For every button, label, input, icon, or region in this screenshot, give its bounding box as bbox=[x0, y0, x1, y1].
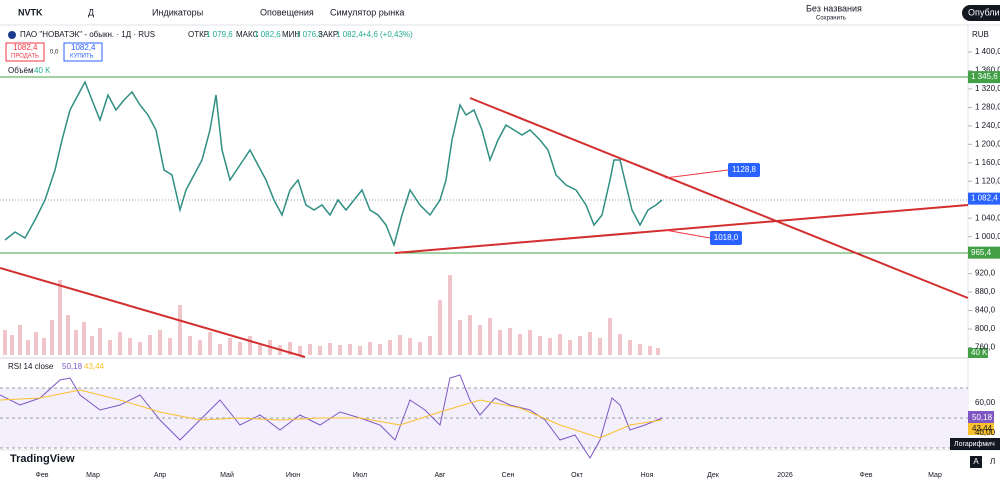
time-label: Мар bbox=[928, 472, 942, 479]
volume: 40 K bbox=[34, 66, 51, 75]
rsi-ma-value: 43,44 bbox=[84, 362, 105, 371]
time-label: Апр bbox=[154, 472, 166, 479]
volume-badge: 40 K bbox=[971, 348, 988, 357]
price-tick: 1 040,0 bbox=[975, 213, 1000, 222]
sell-price[interactable]: 1082,4 bbox=[13, 43, 38, 52]
change: +4,6 (+0,43%) bbox=[362, 30, 413, 39]
callout bbox=[710, 231, 742, 245]
price-tick: 880,0 bbox=[975, 287, 996, 296]
price-tick: 760,0 bbox=[975, 343, 996, 352]
callout bbox=[728, 163, 760, 177]
low: 1 076,8 bbox=[296, 30, 323, 39]
rsi-badge: 50,18 bbox=[972, 413, 993, 422]
buy[interactable]: КУПИТЬ bbox=[70, 54, 94, 60]
price-badge bbox=[968, 246, 1000, 259]
sell[interactable]: ПРОДАТЬ bbox=[11, 54, 39, 60]
price-badge-text: 965,4 bbox=[971, 248, 992, 257]
time-label: Авг bbox=[435, 472, 446, 479]
publish-btn[interactable] bbox=[962, 5, 1000, 21]
price-series bbox=[4, 80, 663, 248]
rsi-tick: 60,00 bbox=[975, 398, 996, 407]
symbol[interactable]: NVTK bbox=[18, 7, 43, 17]
publish[interactable]: Опубликовать bbox=[968, 7, 1000, 17]
price-tick: 1 280,0 bbox=[975, 103, 1000, 112]
rsi-line bbox=[0, 374, 663, 459]
save[interactable]: Сохранить bbox=[816, 16, 846, 22]
time-label: Июл bbox=[353, 472, 367, 479]
close: 1 082,4 bbox=[336, 30, 363, 39]
time-label: Дек bbox=[707, 472, 720, 479]
price-tick: 1 120,0 bbox=[975, 176, 1000, 185]
high-label: МАКС bbox=[236, 30, 259, 39]
price-tick: 1 200,0 bbox=[975, 139, 1000, 148]
time-label: Ноя bbox=[641, 472, 654, 479]
price-tick: 1 320,0 bbox=[975, 84, 1000, 93]
time-label: Окт bbox=[571, 472, 584, 479]
toolbar bbox=[0, 0, 1000, 25]
low-label: МИН bbox=[282, 30, 300, 39]
close-label: ЗАКР bbox=[318, 30, 338, 39]
time-label: Фев bbox=[36, 472, 49, 479]
auto-toggle[interactable]: A bbox=[973, 457, 979, 466]
interval[interactable]: Д bbox=[88, 7, 94, 17]
open-label: ОТКР bbox=[188, 30, 209, 39]
high: 1 082,6 bbox=[254, 30, 281, 39]
open: 1 079,6 bbox=[206, 30, 233, 39]
volume-bars bbox=[3, 275, 660, 355]
l-toggle[interactable]: Л bbox=[990, 457, 995, 466]
time-label: Мар bbox=[86, 472, 100, 479]
legend-title: ПАО "НОВАТЭК" - обыкн. · 1Д · RUS bbox=[20, 30, 155, 39]
price-tick: 920,0 bbox=[975, 269, 996, 278]
price-tick: 1 160,0 bbox=[975, 158, 1000, 167]
rsi-ma bbox=[0, 389, 663, 439]
callout-text: 1128,8 bbox=[732, 165, 756, 174]
time-label: Фев bbox=[860, 472, 873, 479]
buy-btn[interactable] bbox=[63, 42, 103, 62]
buy-price[interactable]: 1082,4 bbox=[71, 43, 96, 52]
sell-btn[interactable] bbox=[5, 42, 45, 62]
spread: 0,0 bbox=[50, 50, 59, 56]
alerts[interactable]: Оповещения bbox=[260, 7, 314, 17]
time-label: Сен bbox=[502, 472, 515, 479]
log-toggle[interactable]: Логарифмич bbox=[954, 441, 995, 448]
replay[interactable]: Симулятор рынка bbox=[330, 7, 404, 17]
rsi-title: RSI 14 close bbox=[8, 362, 54, 371]
price-tick: 1 000,0 bbox=[975, 232, 1000, 241]
rsi-tick: 40,00 bbox=[975, 428, 996, 437]
callout-line bbox=[664, 229, 711, 239]
volume-label: Объём bbox=[8, 66, 34, 75]
price-badge-text: 1 082,4 bbox=[971, 194, 998, 203]
price-tick: 1 240,0 bbox=[975, 121, 1000, 130]
layout-name[interactable]: Без названия bbox=[806, 3, 862, 13]
price-badge-text: 1 345,6 bbox=[971, 72, 998, 81]
time-label: Май bbox=[220, 471, 234, 479]
trend-line bbox=[0, 267, 306, 358]
time-label: Июн bbox=[286, 472, 300, 479]
trend-line bbox=[469, 97, 969, 299]
indicators[interactable]: Индикаторы bbox=[152, 7, 203, 17]
time-label: 2026 bbox=[777, 472, 793, 479]
price-tick: 800,0 bbox=[975, 324, 996, 333]
price-tick: 840,0 bbox=[975, 306, 996, 315]
callout-line bbox=[664, 169, 729, 179]
trend-line bbox=[394, 204, 969, 254]
brand: TradingView bbox=[10, 453, 75, 465]
price-badge bbox=[968, 71, 1000, 84]
price-badge bbox=[968, 192, 1000, 205]
price-tick: 1 360,0 bbox=[975, 66, 1000, 75]
callout-text: 1018,0 bbox=[714, 233, 739, 242]
rsi-ma-badge: 43,44 bbox=[972, 424, 993, 433]
currency: RUB bbox=[972, 30, 989, 39]
price-tick: 1 400,0 bbox=[975, 47, 1000, 56]
rsi-value: 50,18 bbox=[62, 362, 83, 371]
